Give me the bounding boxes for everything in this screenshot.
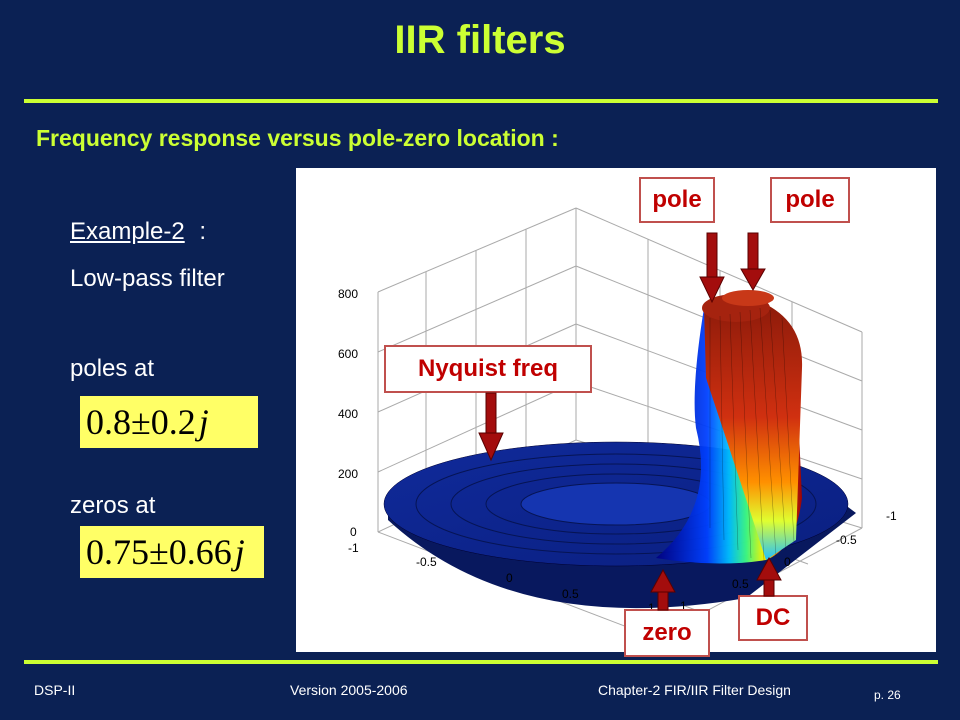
z-axis-ticks: 800 600 400 200 0 (338, 287, 358, 539)
zeros-imag: 0.66 (168, 532, 232, 572)
arrow-down-icon (478, 392, 504, 462)
arrow-down-icon (740, 232, 766, 292)
z-tick: 0 (350, 525, 357, 539)
poles-pm: ± (131, 402, 151, 442)
z-tick: 600 (338, 347, 358, 361)
poles-label: poles at (70, 355, 155, 382)
right-axis-ticks: -1 -0.5 0 0.5 1 (680, 509, 897, 613)
frequency-response-plot: 800 600 400 200 0 -1 -0.5 0 0.5 1 -1 -0.… (296, 168, 936, 652)
poles-j: j (198, 402, 209, 442)
right-tick: -1 (886, 509, 897, 523)
z-tick: 400 (338, 407, 358, 421)
right-tick: 0.5 (732, 577, 749, 591)
filter-type: Low-pass filter (70, 265, 225, 292)
front-tick: 1 (648, 601, 655, 615)
pole-callout-left: pole (639, 177, 715, 223)
dc-callout: DC (738, 595, 808, 641)
right-tick: 1 (680, 599, 687, 613)
zeros-j: j (234, 532, 245, 572)
front-tick: -0.5 (416, 555, 437, 569)
right-tick: 0 (784, 555, 791, 569)
right-tick: -0.5 (836, 533, 857, 547)
arrow-up-icon (650, 568, 676, 611)
example-label: Example-2 (70, 218, 185, 245)
arrow-down-icon (699, 232, 725, 304)
footer-rule (24, 660, 938, 664)
poles-imag: 0.2 (150, 402, 196, 442)
footer-chapter: Chapter-2 FIR/IIR Filter Design (598, 682, 791, 698)
footer-version: Version 2005-2006 (290, 682, 408, 698)
poles-equation: 0.8±0.2 j (80, 396, 258, 448)
poles-value: 0.8 (86, 402, 131, 442)
z-tick: 800 (338, 287, 358, 301)
surface-plot-svg: 800 600 400 200 0 -1 -0.5 0 0.5 1 -1 -0.… (338, 207, 897, 639)
slide-subtitle: Frequency response versus pole-zero loca… (36, 125, 559, 151)
front-axis-ticks: -1 -0.5 0 0.5 1 (348, 541, 655, 615)
zeros-value: 0.75 (86, 532, 149, 572)
zeros-pm: ± (149, 532, 169, 572)
example-heading: Example-2 : (70, 218, 206, 246)
footer-page-number: p. 26 (874, 688, 901, 702)
arrow-up-icon (756, 556, 782, 597)
surface-peak (656, 290, 803, 564)
pole-callout-right: pole (770, 177, 850, 223)
z-tick: 200 (338, 467, 358, 481)
zeros-equation: 0.75±0.66 j (80, 526, 264, 578)
nyquist-callout: Nyquist freq (384, 345, 592, 393)
slide-title: IIR filters (394, 18, 566, 62)
front-tick: -1 (348, 541, 359, 555)
zeros-label: zeros at (70, 492, 156, 519)
title-rule (24, 99, 938, 103)
example-colon: : (199, 218, 207, 245)
front-tick: 0.5 (562, 587, 579, 601)
footer-course: DSP-II (34, 682, 76, 698)
front-tick: 0 (506, 571, 513, 585)
